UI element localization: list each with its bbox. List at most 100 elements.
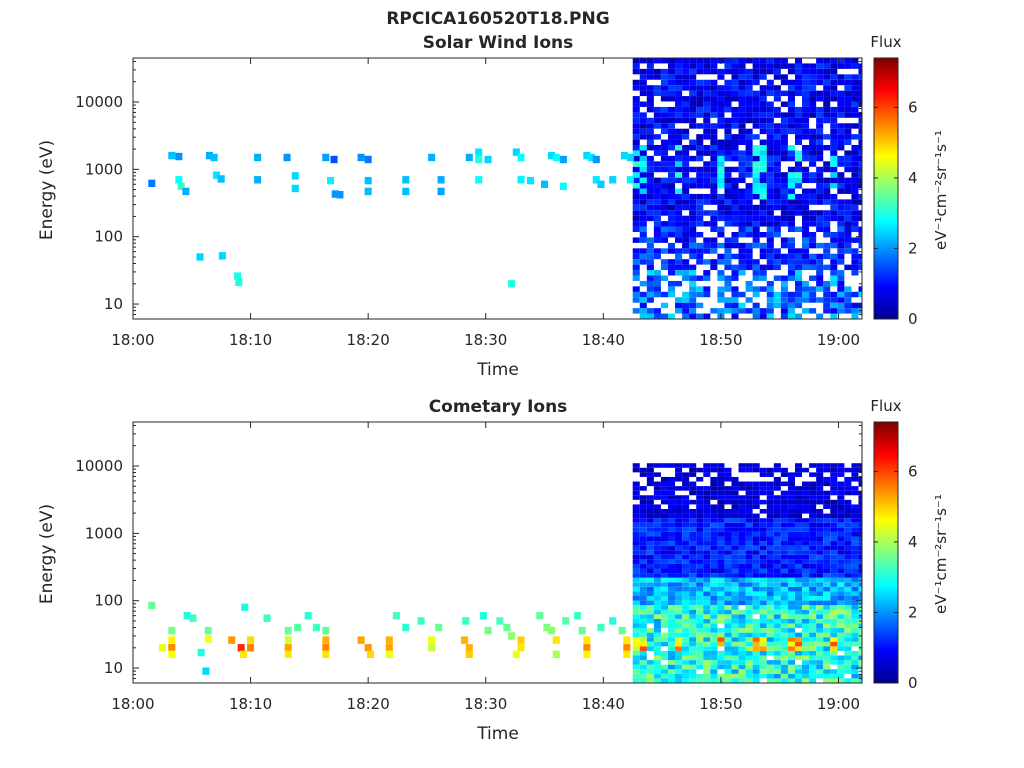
- flux-cell: [759, 550, 767, 555]
- flux-cell: [682, 308, 690, 314]
- flux-cell: [724, 508, 732, 514]
- flux-cell: [703, 641, 711, 647]
- flux-cell: [745, 128, 753, 135]
- flux-cell: [618, 626, 626, 635]
- flux-cell: [675, 637, 683, 642]
- flux-cell: [475, 155, 483, 164]
- flux-cell: [646, 573, 654, 578]
- flux-cell: [766, 210, 774, 216]
- flux-cell: [759, 204, 767, 211]
- flux-cell: [787, 591, 795, 596]
- flux-cell: [823, 199, 831, 205]
- flux-cell: [745, 74, 753, 80]
- flux-cell: [667, 664, 676, 670]
- flux-cell: [682, 172, 690, 178]
- flux-cell: [660, 232, 668, 238]
- flux-cell: [830, 550, 838, 555]
- flux-cell: [787, 302, 795, 309]
- flux-cell: [710, 595, 718, 601]
- flux-cell: [696, 476, 704, 482]
- flux-cell: [639, 522, 647, 528]
- flux-cell: [823, 559, 831, 564]
- flux-cell: [780, 586, 788, 592]
- flux-cell: [738, 614, 746, 619]
- flux-cell: [682, 264, 690, 271]
- flux-cell: [802, 609, 810, 615]
- flux-cell: [773, 58, 781, 64]
- flux-cell: [731, 74, 739, 80]
- flux-cell: [710, 490, 718, 496]
- flux-cell: [646, 237, 654, 243]
- flux-cell: [731, 150, 739, 156]
- flux-cell: [809, 550, 817, 555]
- flux-cell: [780, 504, 788, 509]
- flux-cell: [710, 609, 718, 615]
- flux-cell: [682, 199, 690, 205]
- flux-cell: [823, 90, 831, 97]
- flux-cell: [738, 215, 746, 222]
- flux-cell: [667, 522, 676, 528]
- flux-cell: [787, 145, 795, 151]
- flux-cell: [724, 518, 732, 523]
- flux-cell: [710, 586, 718, 592]
- flux-cell: [689, 313, 697, 319]
- flux-cell: [738, 221, 746, 227]
- flux-cell: [823, 660, 831, 665]
- flux-cell: [639, 248, 647, 254]
- flux-cell: [802, 637, 810, 642]
- flux-cell: [780, 490, 788, 496]
- flux-cell: [802, 554, 810, 560]
- flux-cell: [710, 183, 718, 189]
- flux-cell: [667, 609, 676, 615]
- flux-cell: [703, 58, 711, 64]
- flux-cell: [731, 563, 739, 569]
- flux-cell: [696, 215, 704, 222]
- flux-cell: [689, 74, 697, 80]
- flux-cell: [851, 531, 859, 537]
- flux-cell: [794, 522, 803, 528]
- flux-cell: [710, 90, 718, 97]
- flux-cell: [632, 513, 640, 519]
- flux-cell: [830, 586, 838, 592]
- flux-cell: [653, 145, 661, 151]
- flux-cell: [745, 139, 753, 145]
- flux-cell: [731, 270, 739, 276]
- flux-cell: [731, 476, 739, 482]
- flux-cell: [667, 518, 676, 523]
- flux-cell: [717, 508, 725, 514]
- flux-cell: [802, 660, 810, 665]
- flux-cell: [816, 522, 824, 528]
- flux-cell: [809, 577, 817, 583]
- flux-cell: [710, 545, 718, 551]
- flux-cell: [830, 145, 838, 151]
- flux-cell: [830, 139, 838, 145]
- flux-cell: [802, 134, 810, 140]
- flux-cell: [830, 177, 838, 184]
- flux-cell: [667, 669, 676, 674]
- flux-cell: [675, 591, 683, 596]
- flux-cell: [703, 650, 711, 656]
- flux-cell: [512, 650, 520, 659]
- flux-cell: [773, 145, 781, 151]
- flux-cell: [508, 280, 516, 288]
- flux-cell: [816, 577, 824, 583]
- flux-cell: [541, 180, 549, 188]
- flux-cell: [724, 609, 732, 615]
- flux-cell: [773, 63, 781, 69]
- flux-cell: [660, 248, 668, 254]
- flux-cell: [745, 172, 753, 178]
- flux-cell: [689, 595, 697, 601]
- flux-cell: [809, 63, 817, 69]
- flux-cell: [830, 74, 838, 80]
- flux-cell: [823, 302, 831, 309]
- flux-cell: [759, 600, 767, 606]
- flux-cell: [620, 151, 629, 160]
- flux-cell: [632, 541, 640, 546]
- flux-cell: [653, 550, 661, 555]
- flux-cell: [660, 481, 668, 487]
- flux-cell: [837, 591, 845, 596]
- flux-cell: [653, 586, 661, 592]
- flux-cell: [773, 467, 781, 473]
- flux-cell: [667, 545, 676, 551]
- flux-cell: [660, 275, 668, 281]
